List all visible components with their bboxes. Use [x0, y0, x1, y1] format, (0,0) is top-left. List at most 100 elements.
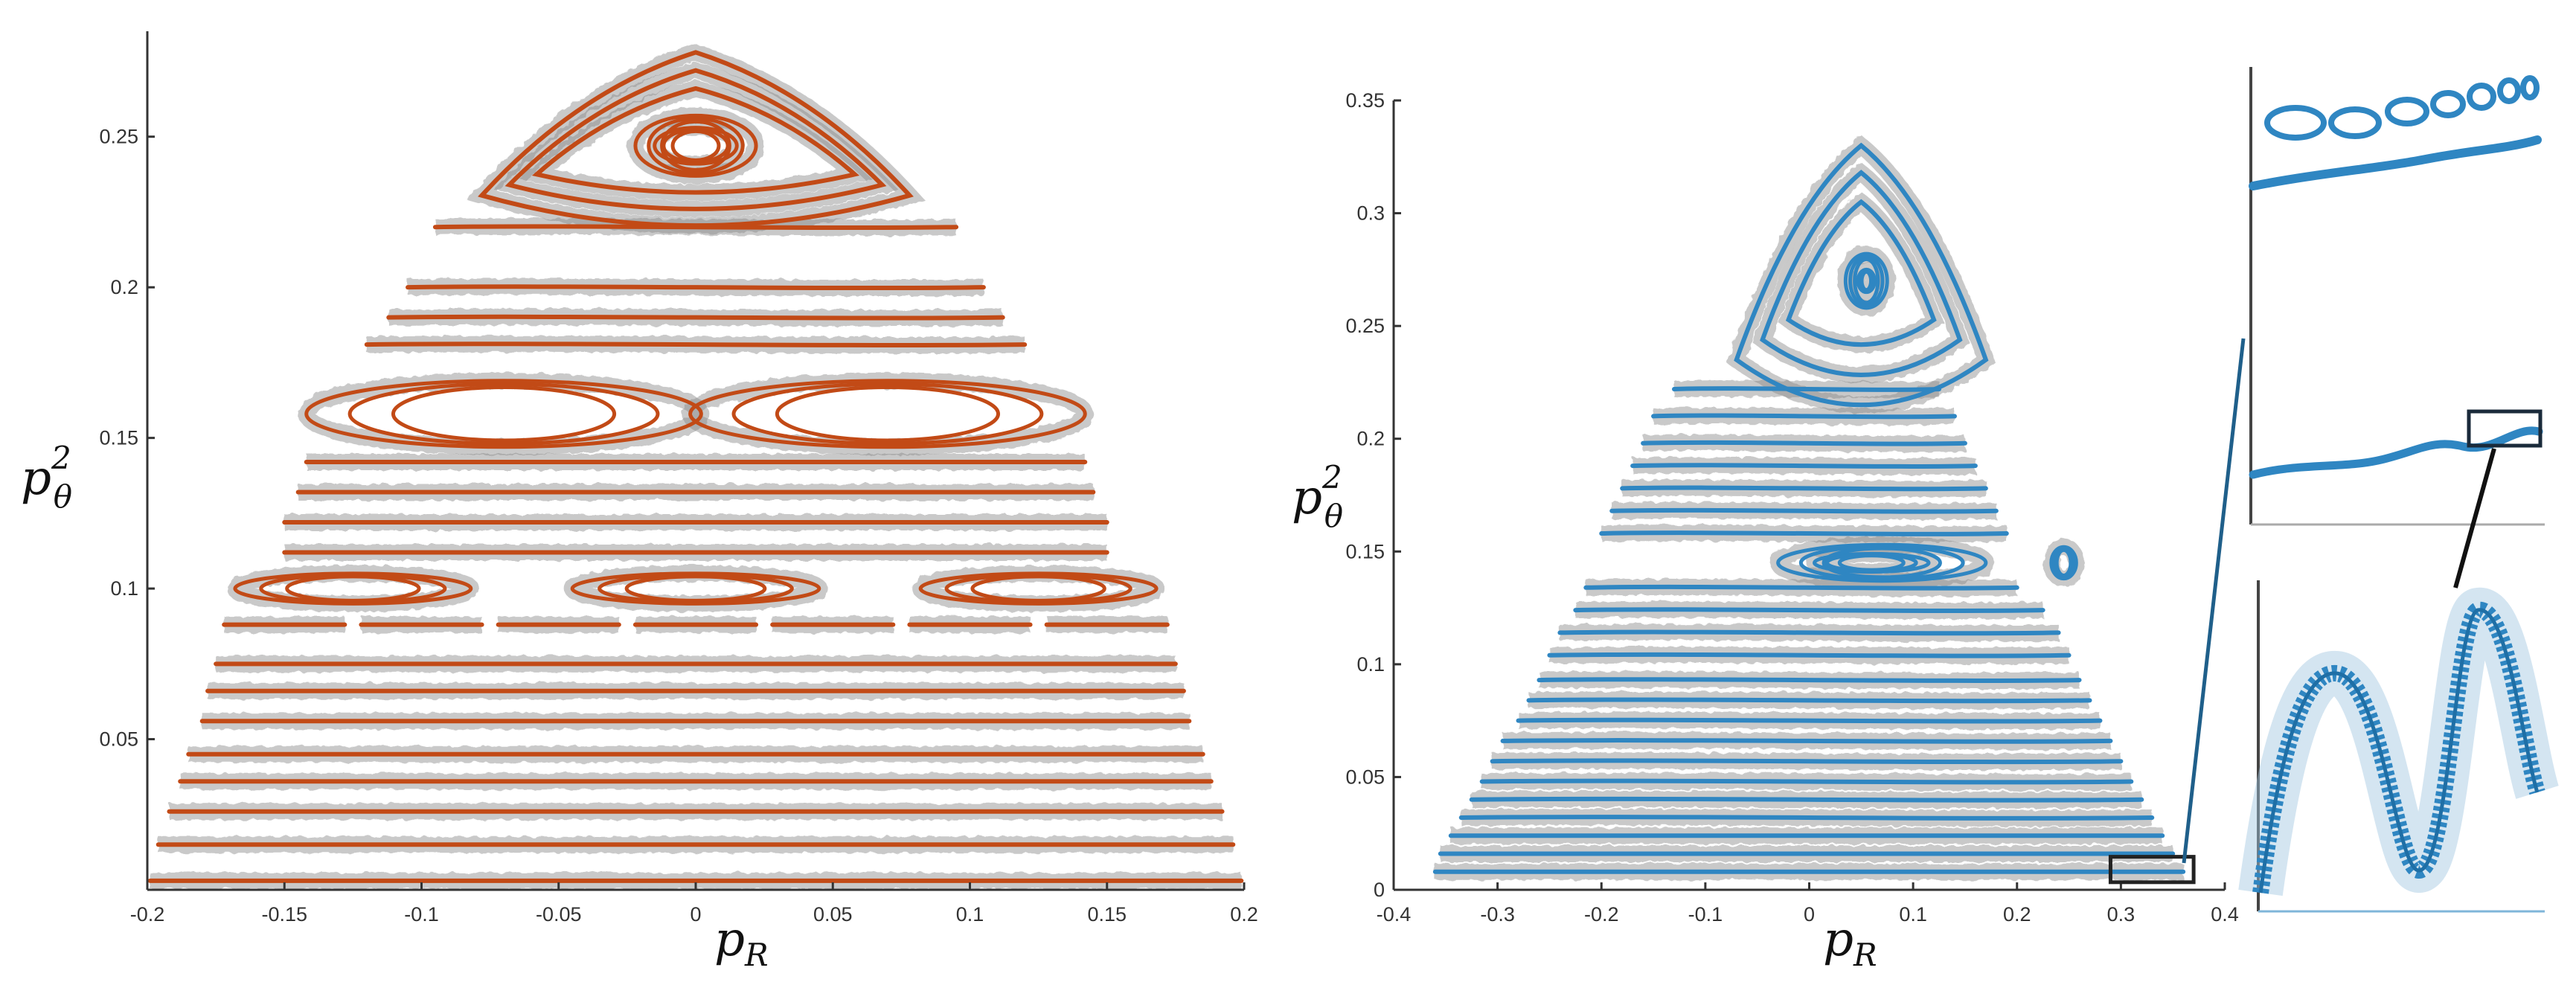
left-series-6	[205, 687, 1186, 694]
left-y-tick-label: 0.25	[99, 126, 138, 148]
right-series-28-ring-0	[1843, 251, 1889, 310]
inset-top-oval-1	[2328, 106, 2382, 139]
left-plot-marks	[147, 50, 1244, 884]
left-x-tick-label: 0.05	[813, 903, 853, 926]
right-x-tick-label: -0.2	[1584, 903, 1619, 926]
right-series-4	[1469, 796, 2144, 803]
inset-top-oval-3	[2430, 90, 2466, 118]
left-poincare-section: -0.2 -0.15 -0.1 -0.05 0 0.05 0.1 0.15 0.2 0.050.…	[21, 31, 1258, 973]
right-series-26	[1760, 170, 1963, 377]
left-series-1	[156, 841, 1236, 848]
left-y-ticks: 0.05 0.1 0.15 0.2 0.25	[99, 126, 155, 751]
left-y-axis-label: p2 θ	[21, 440, 72, 515]
left-series-16-ring-2	[391, 385, 617, 443]
left-series-3	[178, 778, 1214, 785]
right-series-8	[1516, 717, 2103, 724]
right-series-27	[1785, 199, 1937, 347]
inset-top-curves	[2249, 75, 2543, 479]
left-series-20	[406, 284, 986, 291]
left-series-24	[531, 86, 860, 195]
right-series-1	[1438, 850, 2176, 857]
inset-top-upper-curve	[2249, 135, 2542, 190]
right-series-28-ring-1	[1848, 254, 1885, 307]
right-y-ticks: 0 0.05 0.1 0.15 0.2 0.25 0.3 0.35	[1345, 89, 1401, 901]
right-y-tick-label: 0.2	[1356, 428, 1385, 450]
left-x-tick-label: 0.2	[1230, 903, 1258, 926]
left-x-axis-label: pR	[714, 912, 769, 973]
left-series-16-ring-1	[347, 382, 660, 446]
left-x-ticks: -0.2 -0.15 -0.1 -0.05 0 0.05 0.1 0.15 0.2	[130, 882, 1258, 926]
right-series-18	[1599, 530, 2009, 536]
left-series-5	[199, 718, 1192, 725]
right-x-tick-label: 0.4	[2211, 903, 2239, 926]
left-series-17-ring-0	[688, 379, 1087, 449]
inset-top-oval-2	[2385, 97, 2429, 126]
right-series-2	[1448, 833, 2165, 839]
left-series-7	[214, 661, 1178, 667]
right-series-25	[1734, 142, 1989, 408]
left-x-tick-label: -0.05	[536, 903, 582, 926]
left-series-2	[167, 808, 1225, 815]
left-series-0	[147, 877, 1244, 884]
right-series-29-ring-2	[1859, 269, 1874, 292]
right-x-axis-label: pR	[1823, 912, 1877, 973]
right-series-5	[1479, 778, 2134, 785]
right-x-tick-label: 0	[1804, 903, 1815, 926]
left-series-23	[504, 68, 887, 211]
left-series-15	[304, 459, 1088, 465]
right-series-23	[1651, 413, 1957, 420]
right-series-6	[1490, 758, 2124, 765]
zoom-insets	[2182, 67, 2559, 913]
inset-top	[2249, 67, 2545, 526]
left-x-tick-label: 0.1	[956, 903, 984, 926]
right-poincare-section: -0.4 -0.3 -0.2 -0.1 0 0.1 0.2 0.3 0.4 0 0.05 0.1 0.…	[1292, 89, 2239, 973]
inset-top-oval-0	[2264, 105, 2327, 141]
left-x-tick-label: -0.1	[404, 903, 439, 926]
left-series-17-ring-2	[775, 385, 1001, 443]
right-series-11	[1547, 652, 2072, 658]
left-y-tick-label: 0.2	[110, 276, 138, 298]
right-series-28-ring-2	[1853, 257, 1880, 305]
right-series-12	[1557, 629, 2061, 636]
right-y-tick-label: 0.35	[1345, 89, 1385, 112]
right-series-3	[1458, 815, 2155, 821]
inset-top-oval-5	[2497, 77, 2521, 104]
right-series-24	[1671, 386, 1942, 392]
inset-top-lower-curve	[2249, 426, 2543, 479]
right-series-17-ring-2	[2054, 548, 2073, 577]
right-x-tick-label: 0.2	[2003, 903, 2031, 926]
left-y-tick-label: 0.05	[99, 728, 138, 751]
inset-top-oval-4	[2467, 83, 2496, 111]
right-series-15-ring-2	[1822, 546, 1942, 580]
left-series-22	[478, 50, 914, 228]
inset-top-oval-6	[2520, 75, 2540, 100]
left-x-tick-label: -0.15	[261, 903, 307, 926]
left-series-25-ring-1	[647, 116, 745, 175]
inset-bottom-curve	[2238, 588, 2559, 896]
right-series-7	[1500, 738, 2113, 744]
right-series-14	[1583, 584, 2019, 591]
zoom-connector-line-2	[2453, 448, 2496, 588]
right-x-tick-label: -0.4	[1377, 903, 1412, 926]
right-y-tick-label: 0.3	[1356, 202, 1385, 225]
left-x-tick-label: -0.2	[130, 903, 165, 926]
left-series-4	[186, 751, 1205, 757]
inset-bottom-core	[2258, 608, 2540, 894]
right-y-tick-label: 0.05	[1345, 766, 1385, 788]
left-series-12	[282, 549, 1109, 556]
left-y-tick-label: 0.15	[99, 427, 138, 449]
left-series-16-ring-0	[304, 379, 703, 449]
right-y-tick-label: 0	[1374, 879, 1385, 901]
left-series-11-ring-2	[970, 574, 1106, 603]
left-y-tick-label: 0.1	[110, 577, 138, 600]
right-y-axis-label: p2 θ	[1292, 459, 1343, 534]
right-x-ticks: -0.4 -0.3 -0.2 -0.1 0 0.1 0.2 0.3 0.4	[1377, 882, 2239, 926]
right-y-tick-label: 0.1	[1356, 653, 1385, 676]
left-series-9-ring-2	[285, 574, 421, 603]
right-series-9	[1526, 697, 2092, 704]
right-series-20	[1620, 485, 1988, 492]
left-series-19	[386, 314, 1005, 321]
right-plot-marks	[1432, 142, 2186, 875]
left-x-tick-label: 0	[690, 903, 701, 926]
right-series-0	[1432, 868, 2186, 875]
